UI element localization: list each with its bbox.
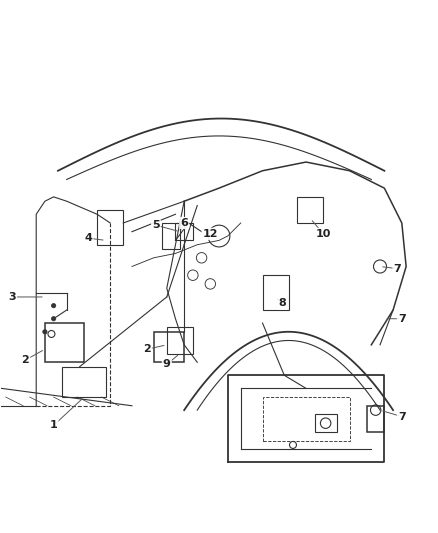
Bar: [167, 327, 193, 353]
Text: 8: 8: [278, 298, 286, 309]
Text: 10: 10: [316, 229, 331, 239]
Text: 4: 4: [85, 233, 92, 243]
Bar: [97, 210, 123, 245]
Text: 7: 7: [398, 314, 406, 324]
Text: 5: 5: [152, 220, 160, 230]
Text: 7: 7: [394, 264, 401, 273]
Circle shape: [43, 329, 47, 334]
Text: 1: 1: [50, 421, 57, 430]
Circle shape: [51, 303, 56, 308]
Text: 2: 2: [21, 355, 29, 365]
Text: 12: 12: [202, 229, 218, 239]
Bar: [176, 223, 193, 240]
Text: 6: 6: [180, 218, 188, 228]
Bar: [162, 223, 180, 249]
Bar: [262, 275, 289, 310]
Text: 3: 3: [8, 292, 16, 302]
Text: 7: 7: [398, 411, 406, 422]
Bar: [154, 332, 184, 362]
Text: 2: 2: [143, 344, 151, 354]
Bar: [62, 367, 106, 397]
Text: 9: 9: [163, 359, 171, 369]
Bar: [315, 415, 336, 432]
Bar: [297, 197, 323, 223]
Circle shape: [51, 317, 56, 321]
Bar: [367, 406, 385, 432]
Bar: [262, 397, 350, 441]
Bar: [45, 323, 84, 362]
